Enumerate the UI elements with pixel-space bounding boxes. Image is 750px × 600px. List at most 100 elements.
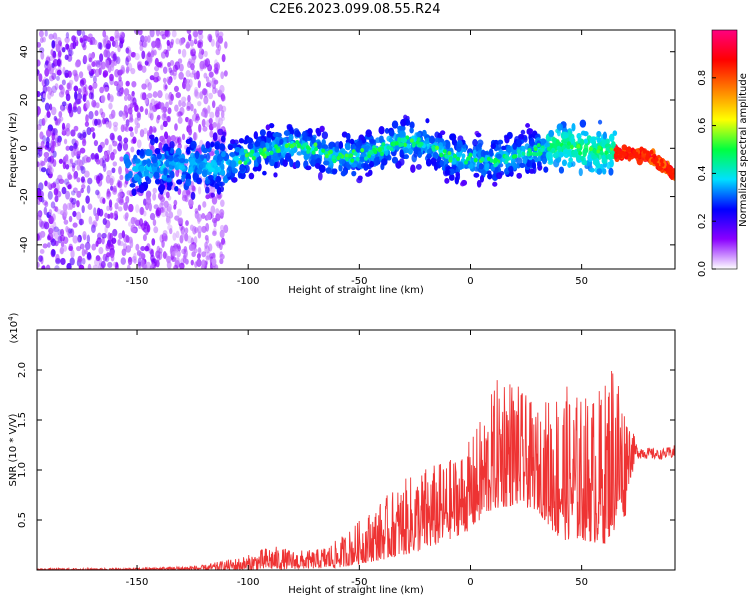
spectrogram-cell	[142, 159, 148, 165]
spectrogram-cell	[37, 233, 40, 241]
spectrogram-cell	[48, 227, 54, 234]
spectrogram-cell	[65, 43, 70, 50]
spectrogram-peak	[381, 142, 386, 147]
spectrogram-cell	[112, 121, 119, 127]
spectrogram-cell	[415, 163, 422, 170]
spectrogram-cell	[78, 71, 84, 79]
spectrogram-cell	[77, 132, 82, 139]
spectrogram-cell	[428, 135, 436, 144]
spectrogram-peak	[588, 146, 593, 151]
spectrogram-cell	[128, 170, 133, 179]
spectrogram-cell	[426, 149, 432, 154]
spectrogram-cell	[365, 172, 371, 177]
spectrogram-cell	[579, 119, 587, 128]
spectrogram-cell	[391, 156, 399, 164]
spectrogram-cell	[74, 60, 81, 68]
spectrogram-cell	[60, 241, 65, 248]
spectrogram-peak	[623, 152, 628, 157]
spectrogram-cell	[125, 195, 130, 204]
spectrogram-cell	[80, 176, 85, 183]
spectrogram-peak	[261, 152, 266, 157]
spectrogram-cell	[192, 225, 197, 235]
spectrogram-cell	[73, 171, 77, 180]
spectrogram-cell	[184, 79, 188, 85]
spectrogram-cell	[70, 129, 76, 137]
spectrogram-cell	[142, 234, 147, 242]
spectrogram-y-tick-label: 40	[19, 45, 30, 58]
spectrogram-cell	[44, 78, 50, 86]
spectrogram-cell	[211, 86, 217, 95]
spectrogram-cell	[177, 111, 183, 117]
spectrogram-cell	[542, 157, 547, 165]
spectrogram-cell	[515, 139, 522, 145]
spectrogram-cell	[303, 153, 309, 161]
spectrogram-cell	[68, 215, 73, 223]
spectrogram-cell	[47, 146, 51, 152]
spectrogram-cell	[72, 210, 77, 218]
spectrogram-cell	[147, 172, 154, 179]
spectrogram-cell	[43, 151, 50, 158]
spectrogram-cell	[76, 200, 80, 208]
spectrogram-cell	[341, 131, 348, 138]
spectrogram-peak	[596, 149, 601, 154]
spectrogram-peak	[336, 155, 341, 161]
spectrogram-cell	[220, 115, 226, 121]
spectrogram-cell	[173, 264, 179, 269]
spectrogram-peak	[439, 152, 444, 158]
spectrogram-cell	[363, 162, 369, 171]
colorbar-gradient	[711, 29, 738, 270]
spectrogram-cell	[108, 144, 113, 153]
spectrogram-cell	[51, 249, 56, 256]
spectrogram-peak	[551, 147, 556, 153]
spectrogram-cell	[355, 141, 361, 148]
spectrogram-peak	[537, 151, 542, 157]
spectrogram-cell	[74, 90, 78, 100]
spectrogram-cell	[197, 100, 202, 107]
spectrogram-cell	[37, 124, 42, 131]
spectrogram-cell	[455, 171, 460, 177]
spectrogram-cell	[220, 135, 226, 143]
spectrogram-cell	[111, 167, 116, 174]
spectrogram-cell	[167, 62, 171, 68]
spectrogram-peak	[313, 142, 318, 147]
spectrogram-cell	[626, 146, 632, 155]
spectrogram-cell	[37, 261, 40, 268]
snr-x-tick-label: -100	[237, 577, 260, 588]
spectrogram-cell	[48, 215, 54, 225]
spectrogram-panel: -150 -100 -50 0 50 -40 -20 0 20 40 Height of str…	[8, 29, 676, 296]
spectrogram-cell	[197, 186, 202, 195]
spectrogram-cell	[63, 138, 68, 145]
spectrogram-cell	[65, 127, 71, 137]
spectrogram-cell	[272, 152, 279, 161]
spectrogram-cell	[61, 122, 66, 131]
spectrogram-peak	[431, 145, 436, 150]
spectrogram-cell	[149, 75, 155, 81]
spectrogram-cell	[223, 70, 228, 77]
spectrogram-cell	[119, 31, 125, 38]
spectrogram-cell	[105, 242, 111, 249]
spectrogram-cell	[125, 245, 132, 253]
spectrogram-cell	[54, 132, 59, 141]
spectrogram-cell	[316, 141, 322, 150]
spectrogram-cell	[101, 237, 105, 245]
spectrogram-cell	[130, 51, 136, 58]
spectrogram-cell	[512, 142, 518, 150]
spectrogram-cell	[177, 48, 182, 55]
spectrogram-cell	[282, 137, 288, 143]
spectrogram-cell	[155, 209, 160, 217]
spectrogram-cell	[79, 243, 85, 250]
spectrogram-cell	[102, 163, 107, 173]
spectrogram-cell	[105, 59, 110, 69]
spectrogram-cell	[122, 142, 129, 151]
spectrogram-cell	[224, 41, 228, 49]
spectrogram-cell	[39, 131, 44, 140]
spectrogram-cell	[197, 41, 203, 49]
spectrogram-cell	[475, 132, 482, 138]
spectrogram-cell	[171, 250, 177, 257]
spectrogram-cell	[228, 144, 233, 151]
spectrogram-cell	[273, 172, 278, 178]
spectrogram-cell	[95, 158, 101, 165]
spectrogram-cell	[192, 132, 198, 141]
spectrogram-cell	[183, 248, 188, 258]
spectrogram-cell	[76, 190, 82, 198]
